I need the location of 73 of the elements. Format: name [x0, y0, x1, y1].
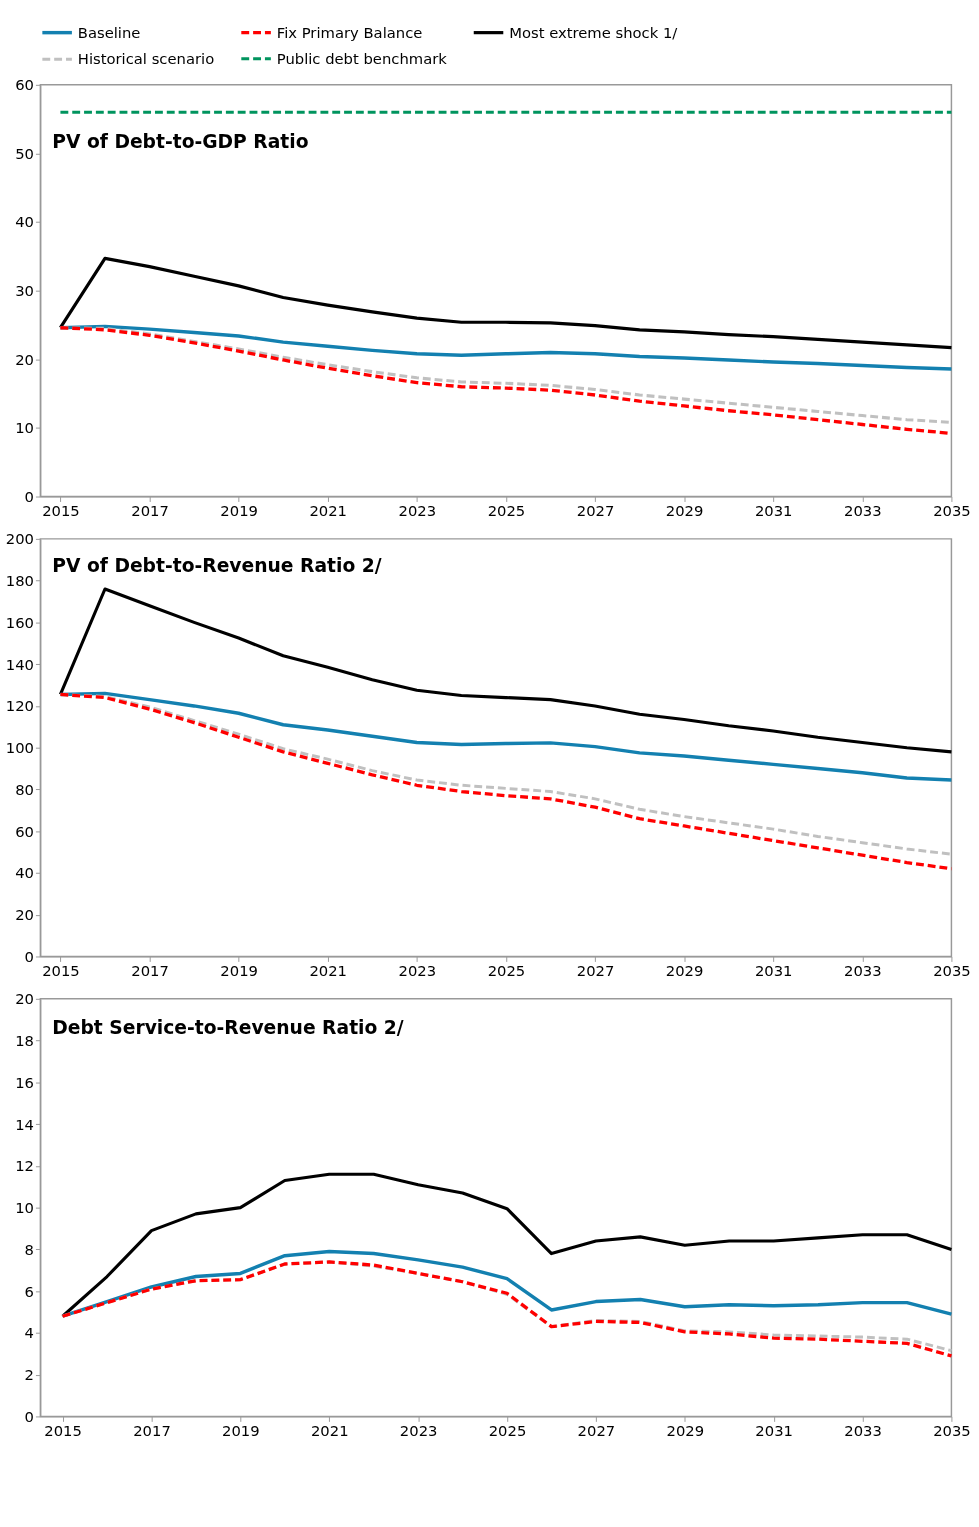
- y-tick-label: 120: [5, 697, 34, 715]
- y-tick-label: 8: [24, 1240, 34, 1258]
- y-tick-label: 40: [15, 213, 34, 231]
- y-tick-label: 12: [15, 1157, 34, 1175]
- x-tick-label: 2035: [933, 961, 971, 979]
- x-tick-label: 2025: [488, 1421, 527, 1439]
- y-tick-label: 40: [15, 864, 34, 882]
- y-tick-label: 2: [24, 1366, 34, 1384]
- x-tick-label: 2027: [576, 961, 615, 979]
- y-tick-label: 10: [15, 419, 34, 437]
- x-tick-label: 2015: [44, 1421, 82, 1439]
- x-tick-label: 2031: [754, 961, 793, 979]
- x-tick-label: 2027: [576, 501, 615, 519]
- x-tick-label: 2015: [42, 501, 80, 519]
- x-tick-label: 2035: [933, 1421, 971, 1439]
- legend-label: Public debt benchmark: [276, 49, 448, 67]
- x-tick-label: 2025: [487, 961, 526, 979]
- y-tick-label: 50: [15, 144, 34, 162]
- y-tick-label: 160: [5, 613, 34, 631]
- y-tick-label: 10: [15, 1199, 34, 1217]
- x-tick-label: 2035: [933, 501, 971, 519]
- y-tick-label: 60: [15, 76, 34, 94]
- x-tick-label: 2031: [754, 501, 793, 519]
- y-tick-label: 30: [15, 282, 34, 300]
- line-series: [58, 587, 953, 754]
- x-tick-label: 2019: [220, 961, 258, 979]
- y-tick-label: 6: [24, 1282, 34, 1300]
- y-tick-label: 60: [15, 822, 34, 840]
- x-tick-label: 2017: [131, 501, 169, 519]
- x-tick-label: 2025: [487, 501, 526, 519]
- legend-label: Fix Primary Balance: [276, 23, 423, 41]
- x-tick-label: 2033: [844, 501, 882, 519]
- y-tick-label: 100: [5, 739, 34, 757]
- x-tick-label: 2027: [577, 1421, 616, 1439]
- legend-label: Baseline: [77, 23, 141, 41]
- y-tick-label: 140: [5, 655, 34, 673]
- x-tick-label: 2021: [310, 1421, 349, 1439]
- y-tick-label: 20: [15, 906, 34, 924]
- x-tick-label: 2019: [220, 501, 258, 519]
- x-tick-label: 2021: [309, 961, 348, 979]
- y-tick-label: 4: [24, 1324, 34, 1342]
- y-tick-label: 200: [5, 530, 34, 548]
- y-tick-label: 80: [15, 780, 34, 798]
- text: PV of Debt-to-Revenue Ratio 2/: [52, 555, 382, 577]
- x-tick-label: 2023: [398, 961, 437, 979]
- y-tick-label: 0: [24, 487, 34, 505]
- x-tick-label: 2033: [844, 961, 882, 979]
- line-series: [60, 1249, 954, 1318]
- x-tick-label: 2029: [665, 501, 704, 519]
- text: PV of Debt-to-GDP Ratio: [52, 130, 309, 152]
- y-tick-label: 0: [24, 1407, 34, 1425]
- y-tick-label: 14: [15, 1115, 34, 1133]
- x-tick-label: 2023: [398, 501, 437, 519]
- x-tick-label: 2019: [222, 1421, 260, 1439]
- x-tick-label: 2017: [131, 961, 169, 979]
- legend-label: Most extreme shock 1/: [509, 23, 678, 41]
- y-tick-label: 20: [15, 990, 34, 1008]
- legend-label: Historical scenario: [77, 50, 215, 68]
- x-tick-label: 2017: [133, 1421, 171, 1439]
- x-tick-label: 2029: [665, 961, 704, 979]
- x-tick-label: 2029: [666, 1421, 705, 1439]
- y-tick-label: 20: [15, 350, 34, 368]
- y-tick-label: 0: [24, 947, 34, 965]
- y-tick-label: 16: [15, 1073, 34, 1091]
- x-tick-label: 2015: [42, 961, 80, 979]
- y-tick-label: 18: [15, 1032, 34, 1050]
- x-tick-label: 2021: [309, 501, 348, 519]
- x-tick-label: 2033: [844, 1421, 882, 1439]
- x-tick-label: 2031: [755, 1421, 793, 1439]
- text: Debt Service-to-Revenue Ratio 2/: [52, 1017, 404, 1039]
- y-tick-label: 180: [5, 572, 34, 590]
- line-series: [58, 256, 954, 350]
- x-tick-label: 2023: [399, 1421, 438, 1439]
